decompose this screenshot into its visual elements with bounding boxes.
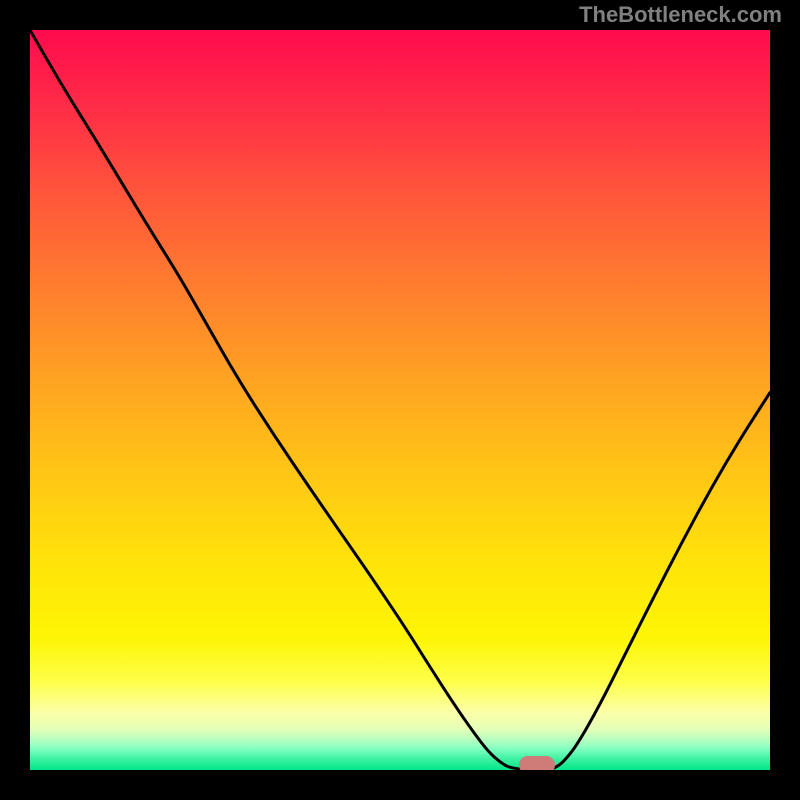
plot-area [30, 30, 770, 770]
curve-path [30, 30, 770, 770]
bottleneck-curve [30, 30, 770, 770]
watermark-text: TheBottleneck.com [579, 2, 782, 28]
chart-frame: TheBottleneck.com [0, 0, 800, 800]
optimum-marker [519, 756, 555, 770]
